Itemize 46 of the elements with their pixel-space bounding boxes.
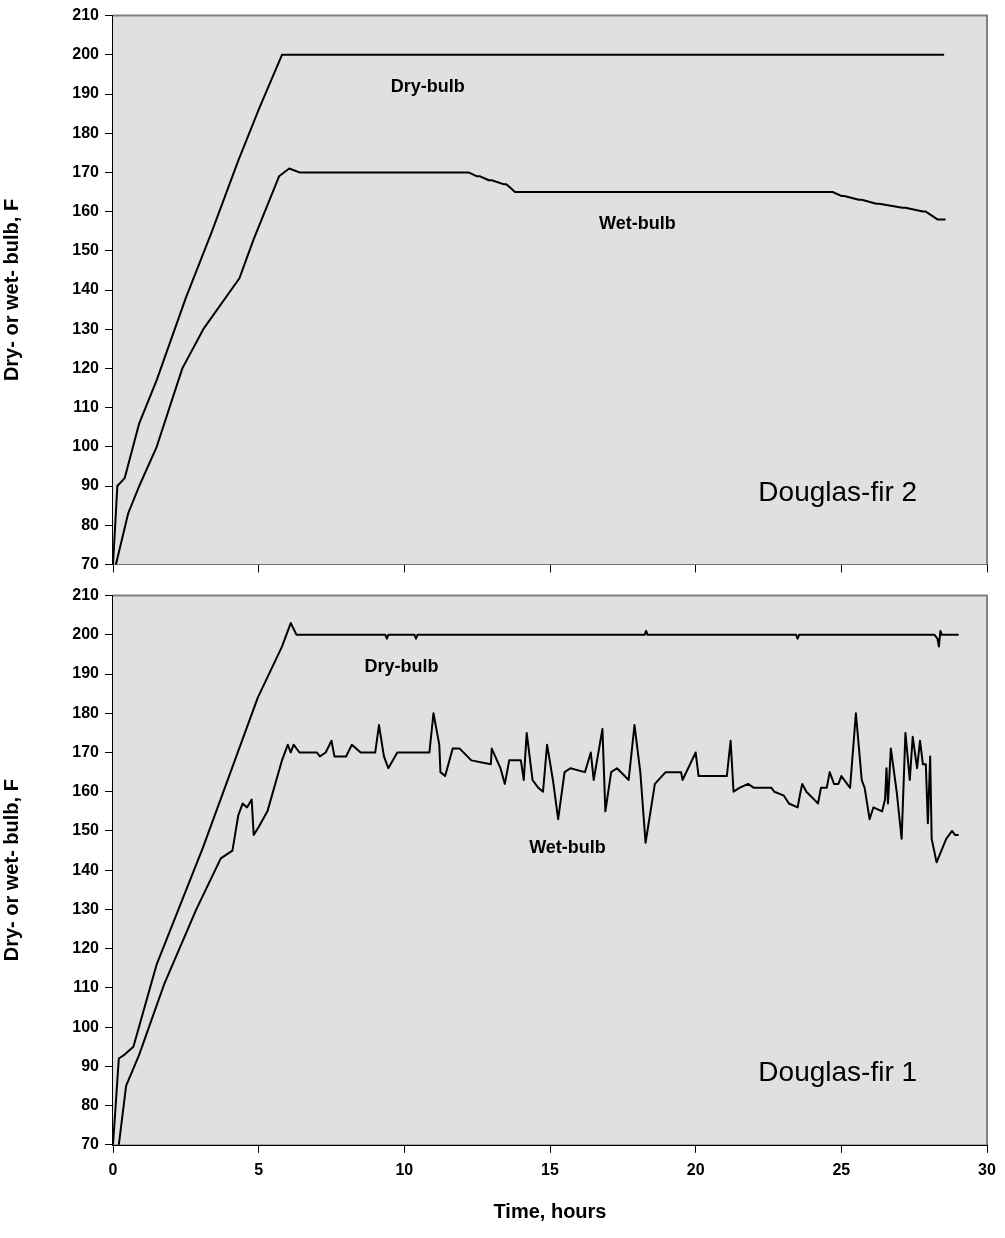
y-tick-label: 190 xyxy=(72,664,100,682)
annotation: Douglas-fir 2 xyxy=(758,475,918,507)
y-tick-label: 130 xyxy=(72,899,100,917)
y-tick-label: 160 xyxy=(72,782,100,800)
y-tick-label: 140 xyxy=(72,860,100,878)
annotation: Wet-bulb xyxy=(529,837,606,858)
y-tick-label: 90 xyxy=(81,1056,100,1074)
y-tick-label: 100 xyxy=(72,437,100,455)
x-axis-title: Time, hours xyxy=(493,1199,607,1222)
y-tick-label: 80 xyxy=(81,1095,100,1113)
y-axis-title: Dry- or wet- bulb, F xyxy=(0,779,22,962)
x-tick-label: 30 xyxy=(978,1160,996,1178)
y-tick-label: 80 xyxy=(81,515,100,533)
y-axis-title: Dry- or wet- bulb, F xyxy=(0,198,22,382)
annotation: Dry-bulb xyxy=(364,655,439,676)
annotation: Dry-bulb xyxy=(390,75,465,96)
y-tick-label: 110 xyxy=(73,398,100,416)
y-tick-label: 180 xyxy=(72,703,100,721)
y-tick-label: 210 xyxy=(72,6,100,24)
x-tick-label: 10 xyxy=(395,1160,414,1178)
y-tick-label: 90 xyxy=(81,476,100,494)
annotation: Wet-bulb xyxy=(599,213,676,234)
y-tick-label: 200 xyxy=(72,625,100,643)
y-tick-label: 70 xyxy=(81,1135,100,1153)
y-tick-label: 110 xyxy=(73,978,100,996)
y-tick-label: 180 xyxy=(72,123,100,141)
x-tick-label: 25 xyxy=(832,1160,851,1178)
y-tick-label: 170 xyxy=(72,742,100,760)
y-tick-label: 120 xyxy=(72,939,100,957)
x-tick-label: 0 xyxy=(108,1160,118,1178)
y-tick-label: 210 xyxy=(72,586,100,604)
y-tick-label: 170 xyxy=(72,162,100,180)
y-tick-label: 150 xyxy=(72,821,100,839)
y-tick-label: 70 xyxy=(81,554,100,572)
x-tick-label: 5 xyxy=(254,1160,264,1178)
y-tick-label: 140 xyxy=(72,280,100,298)
x-tick-label: 20 xyxy=(686,1160,705,1178)
y-tick-label: 150 xyxy=(72,241,100,259)
y-tick-label: 190 xyxy=(72,84,100,102)
y-tick-label: 200 xyxy=(72,45,100,63)
y-tick-label: 120 xyxy=(72,358,100,376)
annotation: Douglas-fir 1 xyxy=(758,1056,918,1088)
y-tick-label: 160 xyxy=(72,202,100,220)
y-tick-label: 100 xyxy=(72,1017,100,1035)
x-tick-label: 15 xyxy=(541,1160,559,1178)
y-tick-label: 130 xyxy=(72,319,100,337)
